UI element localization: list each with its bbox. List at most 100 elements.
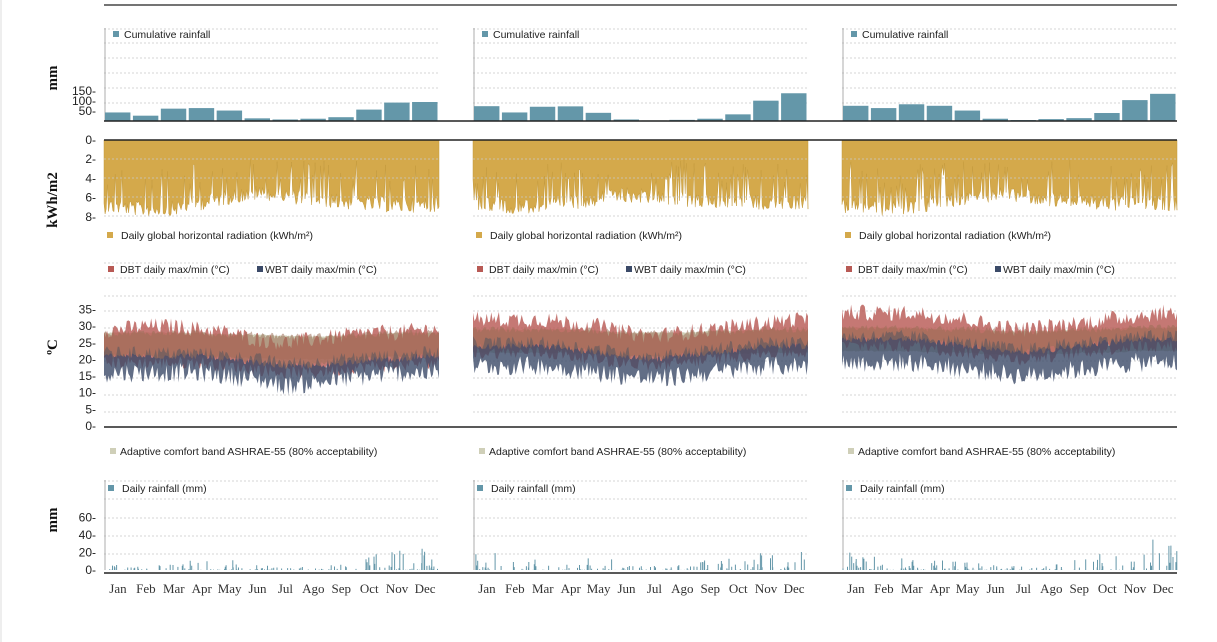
tick-label: 8- bbox=[85, 210, 96, 224]
month-label-sep: Sep bbox=[1070, 581, 1090, 596]
month-label-feb: Feb bbox=[136, 581, 156, 596]
month-axis: Jan Feb Mar Apr May Jun Jul Ago Sep Oct Nov Dec bbox=[478, 581, 804, 596]
bar-cumulative-ago bbox=[1038, 119, 1064, 121]
tick-label: 6- bbox=[85, 191, 96, 205]
bar-cumulative-apr bbox=[188, 108, 215, 121]
month-label-mar: Mar bbox=[901, 581, 923, 596]
legend-cumulative: Cumulative rainfall bbox=[124, 29, 210, 41]
month-label-apr: Apr bbox=[192, 581, 213, 596]
month-label-jun: Jun bbox=[249, 581, 268, 596]
month-label-feb: Feb bbox=[505, 581, 525, 596]
ylabel-radiation: kWh/m2 bbox=[45, 172, 61, 228]
row-separators bbox=[0, 0, 1177, 642]
bar-cumulative-mar bbox=[160, 108, 187, 121]
bar-cumulative-may bbox=[585, 112, 612, 121]
cumulative-rainfall-chart: Cumulative rainfall bbox=[842, 28, 1177, 121]
legend-dbt: DBT daily max/min (°C) bbox=[120, 264, 230, 276]
bar-cumulative-nov bbox=[753, 100, 779, 121]
legend-daily: Daily rainfall (mm) bbox=[122, 483, 207, 495]
ticks-cumulative: 150-100-50- bbox=[72, 84, 96, 118]
radiation-chart: Daily global horizontal radiation (kWh/m… bbox=[103, 139, 440, 242]
y-axis-ticks: 150-100-50- 0- 2- 4- 6- 8- 35- 30- 25- 20- 15- 10- 5… bbox=[72, 84, 96, 577]
month-label-apr: Apr bbox=[561, 581, 582, 596]
legend-radiation: Daily global horizontal radiation (kWh/m… bbox=[859, 230, 1051, 242]
bar-cumulative-may bbox=[216, 110, 243, 121]
bar-cumulative-oct bbox=[356, 109, 382, 121]
daily-rainfall-chart: Daily rainfall (mm) bbox=[842, 480, 1178, 570]
legend-dbt: DBT daily max/min (°C) bbox=[858, 264, 968, 276]
ylabel-daily-rain: mm bbox=[45, 507, 61, 532]
bar-cumulative-dec bbox=[412, 102, 438, 121]
legend-radiation: Daily global horizontal radiation (kWh/m… bbox=[490, 230, 682, 242]
month-label-dec: Dec bbox=[415, 581, 436, 596]
legend-swatch-dbt bbox=[477, 266, 483, 272]
month-label-mar: Mar bbox=[532, 581, 554, 596]
bar-cumulative-feb bbox=[501, 112, 528, 121]
month-label-jul: Jul bbox=[647, 581, 663, 596]
cumulative-rainfall-chart: Cumulative rainfall bbox=[473, 28, 808, 121]
bar-cumulative-jan bbox=[474, 106, 500, 121]
daily-rainfall-spikes bbox=[842, 539, 1178, 570]
legend-cumulative: Cumulative rainfall bbox=[493, 29, 579, 41]
bar-cumulative-mar bbox=[529, 106, 556, 121]
temperature-chart: DBT daily max/min (°C) WBT daily max/min … bbox=[842, 262, 1177, 458]
bar-cumulative-jun bbox=[244, 118, 270, 121]
temperature-chart: DBT daily max/min (°C) WBT daily max/min … bbox=[104, 262, 439, 458]
month-label-apr: Apr bbox=[930, 581, 951, 596]
legend-swatch-wbt bbox=[626, 266, 632, 272]
radiation-area bbox=[841, 139, 1178, 216]
radiation-area bbox=[472, 139, 809, 214]
bar-cumulative-dec bbox=[781, 93, 807, 121]
legend-swatch-wbt bbox=[257, 266, 263, 272]
month-label-oct: Oct bbox=[1098, 581, 1117, 596]
daily-rainfall-spikes bbox=[109, 548, 438, 570]
radiation-chart: Daily global horizontal radiation (kWh/m… bbox=[472, 139, 809, 242]
month-axis: Jan Feb Mar Apr May Jun Jul Ago Sep Oct Nov Dec bbox=[847, 581, 1173, 596]
legend-swatch-comfort bbox=[848, 448, 854, 454]
overlap-band bbox=[104, 329, 439, 369]
panel-2: Cumulative rainfall Daily global horizont… bbox=[472, 28, 809, 596]
month-label-jan: Jan bbox=[847, 581, 865, 596]
tick-label: 20- bbox=[79, 352, 96, 366]
legend-daily: Daily rainfall (mm) bbox=[491, 483, 576, 495]
tick-label: 2- bbox=[85, 152, 96, 166]
chart-panels: Cumulative rainfall Daily global horizont… bbox=[103, 28, 1178, 596]
legend-swatch-wbt bbox=[995, 266, 1001, 272]
legend-swatch-cumulative bbox=[113, 31, 119, 37]
legend-daily: Daily rainfall (mm) bbox=[860, 483, 945, 495]
legend-cumulative: Cumulative rainfall bbox=[862, 29, 948, 41]
bar-cumulative-ago bbox=[300, 118, 326, 121]
bar-cumulative-oct bbox=[725, 114, 751, 121]
month-label-nov: Nov bbox=[386, 581, 409, 596]
month-axis: Jan Feb Mar Apr May Jun Jul Ago Sep Oct Nov Dec bbox=[109, 581, 435, 596]
legend-swatch-cumulative bbox=[482, 31, 488, 37]
bar-cumulative-jun bbox=[982, 118, 1008, 121]
month-label-dec: Dec bbox=[784, 581, 805, 596]
bar-cumulative-may bbox=[954, 110, 981, 121]
wbt-band bbox=[473, 336, 808, 387]
month-label-may: May bbox=[218, 581, 242, 596]
legend-wbt: WBT daily max/min (°C) bbox=[634, 264, 746, 276]
legend-radiation: Daily global horizontal radiation (kWh/m… bbox=[121, 230, 313, 242]
panel-3: Cumulative rainfall Daily global horizont… bbox=[841, 28, 1178, 596]
month-label-jan: Jan bbox=[109, 581, 127, 596]
month-label-sep: Sep bbox=[332, 581, 352, 596]
bar-cumulative-nov bbox=[1122, 100, 1148, 121]
month-label-jan: Jan bbox=[478, 581, 496, 596]
overlap-band bbox=[842, 324, 1177, 354]
legend-swatch-radiation bbox=[107, 232, 113, 238]
panel-1: Cumulative rainfall Daily global horizont… bbox=[103, 28, 440, 596]
tick-label: 20- bbox=[79, 546, 96, 560]
tick-label: 50- bbox=[79, 104, 96, 118]
month-label-jul: Jul bbox=[278, 581, 294, 596]
tick-label: 5- bbox=[85, 402, 96, 416]
month-label-nov: Nov bbox=[755, 581, 778, 596]
bar-cumulative-dec bbox=[1150, 93, 1176, 121]
legend-swatch-daily bbox=[108, 485, 114, 491]
legend-swatch-dbt bbox=[846, 266, 852, 272]
tick-label: 10- bbox=[79, 386, 96, 400]
month-label-ago: Ago bbox=[1040, 581, 1062, 596]
bar-cumulative-sep bbox=[697, 118, 723, 121]
ticks-temperature: 35- 30- 25- 20- 15- 10- 5- 0- bbox=[79, 302, 96, 433]
month-label-ago: Ago bbox=[302, 581, 324, 596]
